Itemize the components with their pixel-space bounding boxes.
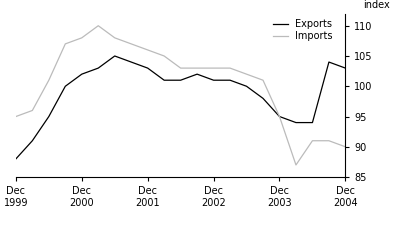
Imports bbox=[178, 67, 183, 69]
Exports bbox=[343, 67, 348, 69]
Exports bbox=[112, 55, 117, 57]
Imports bbox=[244, 73, 249, 76]
Imports bbox=[129, 42, 133, 45]
Imports bbox=[294, 164, 299, 166]
Exports bbox=[310, 121, 315, 124]
Line: Imports: Imports bbox=[16, 26, 345, 165]
Imports bbox=[277, 115, 282, 118]
Imports bbox=[310, 139, 315, 142]
Exports bbox=[30, 139, 35, 142]
Imports bbox=[326, 139, 331, 142]
Line: Exports: Exports bbox=[16, 56, 345, 159]
Exports bbox=[277, 115, 282, 118]
Exports bbox=[129, 61, 133, 63]
Imports bbox=[228, 67, 233, 69]
Exports bbox=[294, 121, 299, 124]
Exports bbox=[326, 61, 331, 63]
Imports bbox=[46, 79, 51, 81]
Imports bbox=[343, 146, 348, 148]
Text: index: index bbox=[364, 0, 390, 10]
Exports bbox=[79, 73, 84, 76]
Exports bbox=[46, 115, 51, 118]
Imports bbox=[195, 67, 199, 69]
Exports bbox=[228, 79, 233, 81]
Imports bbox=[260, 79, 265, 81]
Exports bbox=[96, 67, 100, 69]
Imports bbox=[13, 115, 18, 118]
Exports bbox=[260, 97, 265, 100]
Exports bbox=[211, 79, 216, 81]
Exports bbox=[178, 79, 183, 81]
Exports bbox=[145, 67, 150, 69]
Exports bbox=[63, 85, 67, 88]
Imports bbox=[112, 37, 117, 39]
Exports bbox=[244, 85, 249, 88]
Imports bbox=[30, 109, 35, 112]
Imports bbox=[63, 42, 67, 45]
Legend: Exports, Imports: Exports, Imports bbox=[272, 18, 334, 42]
Exports bbox=[195, 73, 199, 76]
Imports bbox=[162, 55, 167, 57]
Imports bbox=[145, 49, 150, 51]
Imports bbox=[96, 24, 100, 27]
Exports bbox=[162, 79, 167, 81]
Exports bbox=[13, 158, 18, 160]
Imports bbox=[79, 37, 84, 39]
Imports bbox=[211, 67, 216, 69]
